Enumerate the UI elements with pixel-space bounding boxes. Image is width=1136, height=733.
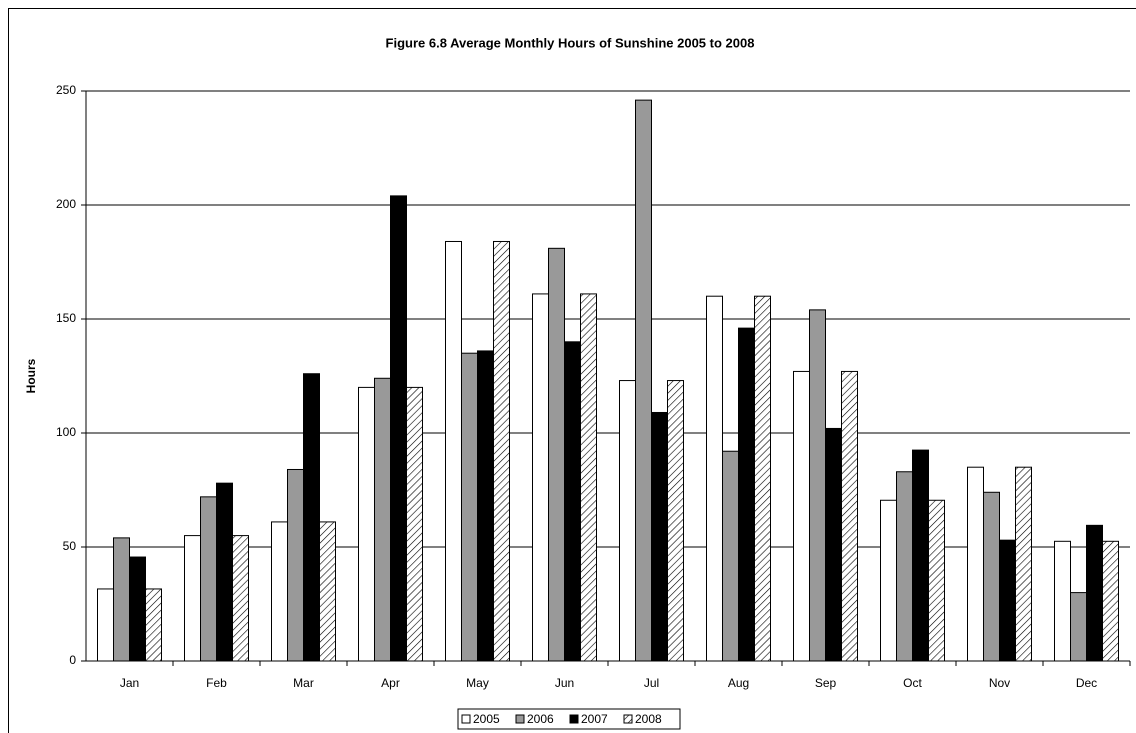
bar xyxy=(200,496,217,662)
bar xyxy=(564,341,581,662)
bar xyxy=(999,539,1016,662)
bar xyxy=(477,350,494,662)
x-tick-label: Aug xyxy=(728,676,749,690)
bar xyxy=(493,240,510,662)
bar xyxy=(184,535,201,662)
bar xyxy=(390,195,407,662)
y-tick-label: 250 xyxy=(56,83,76,97)
bar xyxy=(706,295,723,662)
legend-label: 2005 xyxy=(473,712,500,726)
chart-frame xyxy=(8,8,1136,733)
bar xyxy=(319,521,336,662)
bar xyxy=(580,293,597,662)
bar xyxy=(635,99,652,662)
x-tick-label: Oct xyxy=(903,676,922,690)
x-tick-label: Jul xyxy=(644,676,659,690)
x-tick-label: Jan xyxy=(120,676,139,690)
x-tick-label: Apr xyxy=(381,676,400,690)
bar xyxy=(1070,592,1087,662)
x-tick-label: Sep xyxy=(815,676,837,690)
x-tick-label: Feb xyxy=(206,676,227,690)
x-tick-label: Nov xyxy=(989,676,1010,690)
bar xyxy=(374,377,391,662)
bar xyxy=(738,327,755,662)
bar xyxy=(983,491,1000,662)
legend-label: 2008 xyxy=(635,712,662,726)
bar xyxy=(880,499,897,662)
bar xyxy=(129,556,146,662)
bar xyxy=(651,411,668,662)
x-tick-label: Mar xyxy=(293,676,314,690)
y-tick-label: 50 xyxy=(63,539,77,553)
bar xyxy=(532,293,549,662)
x-tick-label: Jun xyxy=(555,676,574,690)
bar xyxy=(841,370,858,662)
bar xyxy=(1102,540,1119,662)
bar xyxy=(825,427,842,662)
bar xyxy=(216,482,233,662)
legend-label: 2006 xyxy=(527,712,554,726)
bar xyxy=(232,535,249,662)
bar xyxy=(1015,466,1032,662)
bar xyxy=(667,380,684,662)
y-axis-label: Hours xyxy=(24,358,38,393)
bar xyxy=(896,471,913,662)
bar xyxy=(619,380,636,662)
legend-box xyxy=(457,708,681,730)
legend-swatch xyxy=(569,714,579,724)
legend-swatch xyxy=(515,714,525,724)
bar xyxy=(967,466,984,662)
bar xyxy=(793,370,810,662)
bar xyxy=(406,386,423,662)
legend-swatch xyxy=(623,714,633,724)
bar xyxy=(548,247,565,662)
bar xyxy=(145,588,162,662)
bar xyxy=(722,450,739,662)
x-tick-label: May xyxy=(466,676,489,690)
bar xyxy=(97,588,114,662)
bar xyxy=(271,521,288,662)
bar xyxy=(287,468,304,662)
y-tick-label: 100 xyxy=(56,425,76,439)
bar xyxy=(754,295,771,662)
x-tick-label: Dec xyxy=(1076,676,1097,690)
bar xyxy=(445,240,462,662)
bar xyxy=(113,537,130,662)
y-tick-label: 200 xyxy=(56,197,76,211)
y-tick-label: 150 xyxy=(56,311,76,325)
bar xyxy=(461,352,478,662)
legend-swatch xyxy=(461,714,471,724)
bar xyxy=(1086,524,1103,662)
bar xyxy=(928,499,945,662)
bar xyxy=(358,386,375,662)
legend-label: 2007 xyxy=(581,712,608,726)
y-tick-label: 0 xyxy=(69,653,76,667)
bar xyxy=(912,449,929,662)
chart-title: Figure 6.8 Average Monthly Hours of Suns… xyxy=(386,35,755,50)
bar xyxy=(809,309,826,662)
bar xyxy=(1054,540,1071,662)
bar xyxy=(303,373,320,662)
